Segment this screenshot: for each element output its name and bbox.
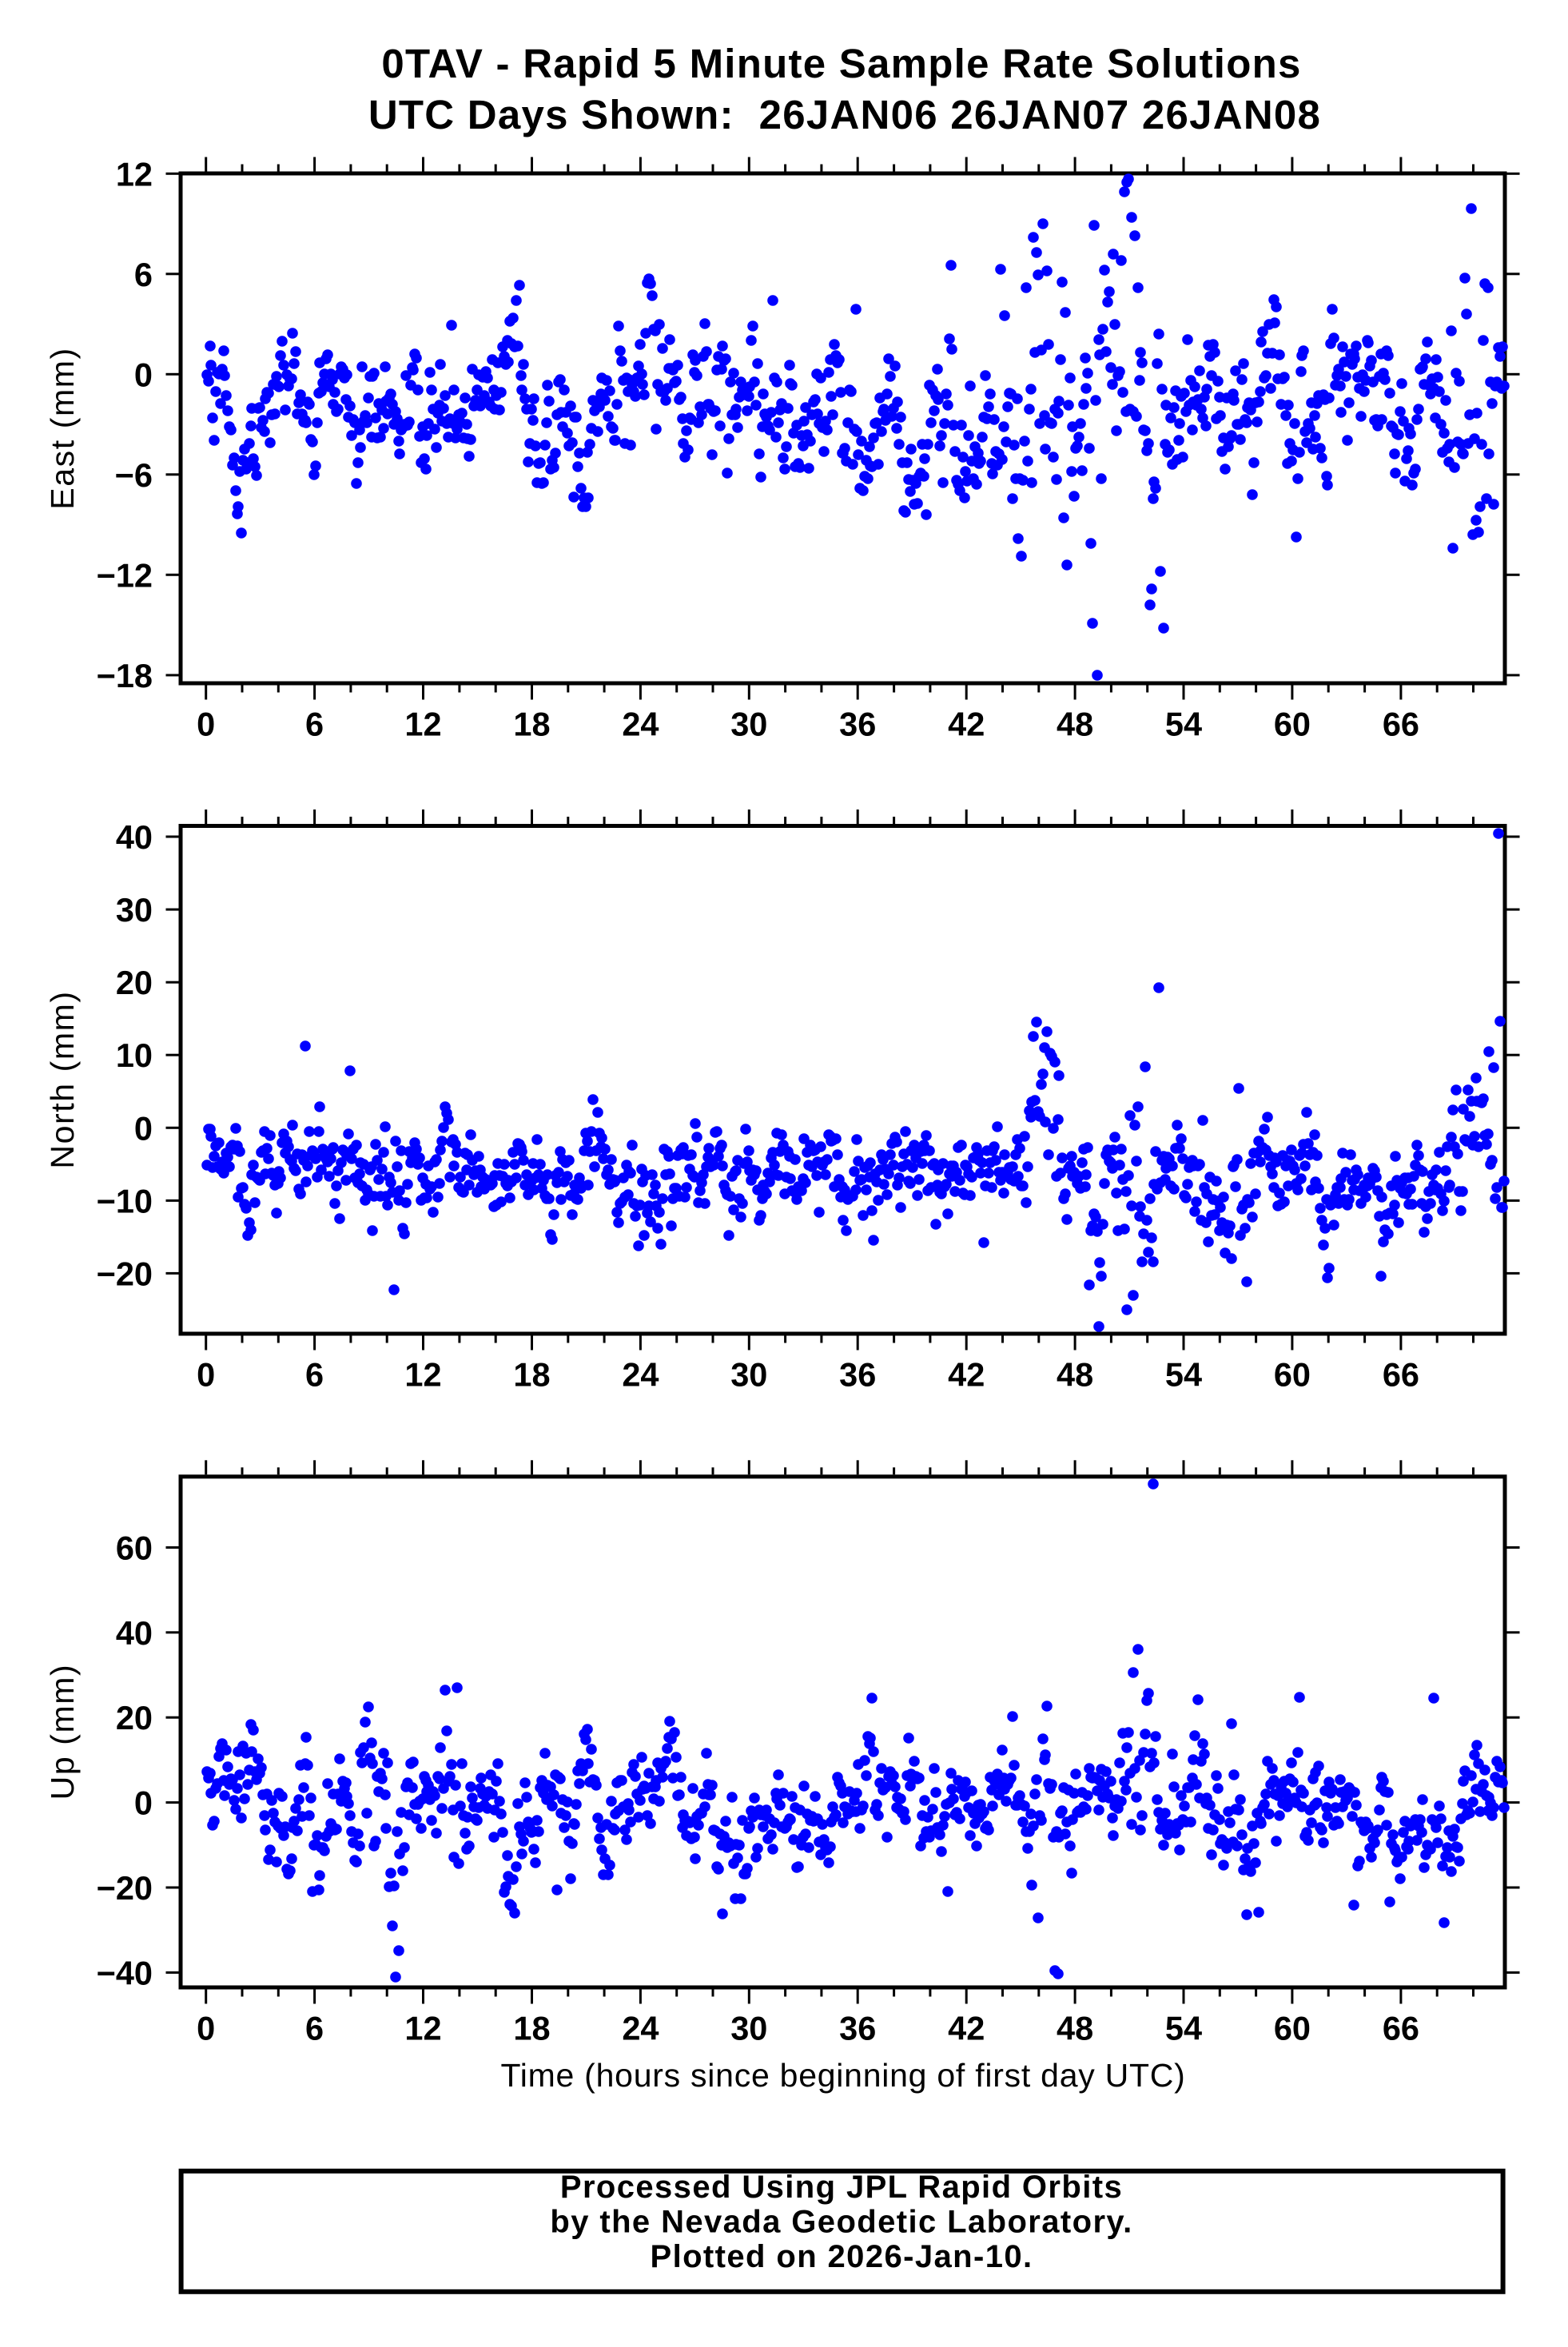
svg-text:6: 6 bbox=[134, 256, 153, 293]
svg-text:0TAV - Rapid 5 Minute Sample R: 0TAV - Rapid 5 Minute Sample Rate Soluti… bbox=[381, 41, 1301, 86]
svg-text:−18: −18 bbox=[97, 657, 153, 694]
svg-text:42: 42 bbox=[948, 1356, 985, 1394]
svg-text:42: 42 bbox=[948, 706, 985, 743]
svg-text:12: 12 bbox=[404, 2010, 441, 2047]
svg-text:18: 18 bbox=[513, 1356, 550, 1394]
svg-text:20: 20 bbox=[116, 1699, 153, 1736]
svg-text:Up (mm): Up (mm) bbox=[44, 1664, 81, 1800]
svg-text:−20: −20 bbox=[97, 1255, 153, 1292]
svg-text:−12: −12 bbox=[97, 556, 153, 594]
svg-text:North (mm): North (mm) bbox=[44, 990, 81, 1168]
svg-text:30: 30 bbox=[730, 2010, 767, 2047]
svg-text:10: 10 bbox=[116, 1036, 153, 1074]
svg-text:0: 0 bbox=[197, 2010, 215, 2047]
svg-text:0: 0 bbox=[134, 356, 153, 393]
svg-text:24: 24 bbox=[622, 706, 659, 743]
svg-text:54: 54 bbox=[1165, 2010, 1202, 2047]
svg-text:60: 60 bbox=[1274, 1356, 1311, 1394]
svg-text:6: 6 bbox=[305, 1356, 324, 1394]
svg-text:0: 0 bbox=[134, 1784, 153, 1822]
svg-text:48: 48 bbox=[1057, 1356, 1093, 1394]
svg-text:66: 66 bbox=[1383, 2010, 1419, 2047]
svg-text:24: 24 bbox=[622, 2010, 659, 2047]
svg-text:66: 66 bbox=[1383, 1356, 1419, 1394]
svg-text:60: 60 bbox=[1274, 706, 1311, 743]
svg-text:6: 6 bbox=[305, 2010, 324, 2047]
svg-text:by the Nevada Geodetic Laborat: by the Nevada Geodetic Laboratory. bbox=[550, 2205, 1132, 2240]
svg-text:42: 42 bbox=[948, 2010, 985, 2047]
svg-text:18: 18 bbox=[513, 706, 550, 743]
svg-text:0: 0 bbox=[134, 1109, 153, 1147]
svg-text:40: 40 bbox=[116, 1614, 153, 1652]
svg-text:48: 48 bbox=[1057, 2010, 1093, 2047]
svg-text:60: 60 bbox=[1274, 2010, 1311, 2047]
svg-text:36: 36 bbox=[839, 706, 876, 743]
svg-text:24: 24 bbox=[622, 1356, 659, 1394]
svg-text:30: 30 bbox=[730, 1356, 767, 1394]
svg-text:−40: −40 bbox=[97, 1954, 153, 1991]
svg-text:12: 12 bbox=[116, 155, 153, 193]
svg-text:0: 0 bbox=[197, 706, 215, 743]
svg-text:−20: −20 bbox=[97, 1869, 153, 1907]
svg-text:−10: −10 bbox=[97, 1182, 153, 1219]
svg-text:18: 18 bbox=[513, 2010, 550, 2047]
svg-text:−6: −6 bbox=[115, 456, 153, 494]
svg-text:54: 54 bbox=[1165, 1356, 1202, 1394]
svg-text:Processed Using JPL Rapid Orbi: Processed Using JPL Rapid Orbits bbox=[560, 2170, 1123, 2205]
svg-text:East (mm): East (mm) bbox=[44, 347, 81, 509]
svg-text:Plotted on 2026-Jan-10.: Plotted on 2026-Jan-10. bbox=[651, 2239, 1033, 2274]
svg-text:54: 54 bbox=[1165, 706, 1202, 743]
svg-text:60: 60 bbox=[116, 1530, 153, 1567]
svg-text:6: 6 bbox=[305, 706, 324, 743]
svg-text:12: 12 bbox=[404, 1356, 441, 1394]
svg-text:30: 30 bbox=[116, 891, 153, 929]
svg-text:Time (hours since beginning of: Time (hours since beginning of first day… bbox=[500, 2057, 1185, 2094]
svg-text:12: 12 bbox=[404, 706, 441, 743]
svg-text:20: 20 bbox=[116, 964, 153, 1001]
svg-text:66: 66 bbox=[1383, 706, 1419, 743]
svg-text:36: 36 bbox=[839, 2010, 876, 2047]
svg-text:0: 0 bbox=[197, 1356, 215, 1394]
svg-text:40: 40 bbox=[116, 818, 153, 856]
svg-text:48: 48 bbox=[1057, 706, 1093, 743]
svg-text:UTC Days Shown: 26JAN06 26JAN: UTC Days Shown: 26JAN06 26JAN07 26JAN08 bbox=[368, 92, 1321, 137]
svg-text:30: 30 bbox=[730, 706, 767, 743]
svg-text:36: 36 bbox=[839, 1356, 876, 1394]
